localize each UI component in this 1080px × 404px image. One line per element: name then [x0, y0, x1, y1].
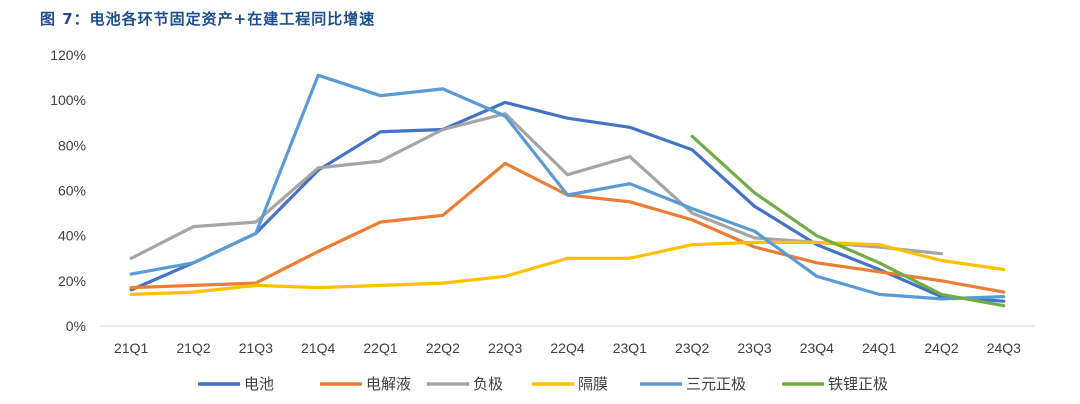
series-line [129, 100, 1006, 303]
x-tick-label: 23Q2 [675, 340, 709, 356]
legend-label: 电解液 [366, 375, 411, 393]
x-tick-label: 21Q3 [239, 340, 273, 356]
y-tick-label: 0% [66, 318, 86, 334]
x-tick-label: 24Q3 [987, 340, 1021, 356]
y-tick-label: 80% [58, 137, 86, 153]
x-tick-label: 23Q3 [737, 340, 771, 356]
chart-title: 图 7：电池各环节固定资产+在建工程同比增速 [40, 10, 376, 28]
x-tick-label: 22Q3 [488, 340, 522, 356]
series-line [129, 240, 1006, 296]
legend-label: 电池 [244, 375, 274, 393]
series-line [690, 134, 1006, 308]
x-tick-label: 23Q1 [613, 340, 647, 356]
series-line [129, 73, 1006, 301]
x-tick-label: 22Q1 [363, 340, 397, 356]
x-tick-label: 21Q2 [176, 340, 210, 356]
y-tick-label: 40% [58, 228, 86, 244]
x-tick-label: 22Q2 [426, 340, 460, 356]
x-tick-label: 22Q4 [550, 340, 584, 356]
y-tick-label: 60% [58, 183, 86, 199]
legend-label: 铁锂正极 [828, 375, 888, 393]
y-tick-label: 100% [50, 92, 86, 108]
y-tick-label: 20% [58, 273, 86, 289]
x-tick-label: 21Q4 [301, 340, 335, 356]
x-tick-label: 21Q1 [114, 340, 148, 356]
x-tick-label: 24Q2 [924, 340, 958, 356]
x-tick-label: 23Q4 [800, 340, 834, 356]
legend-label: 隔膜 [578, 375, 608, 393]
y-tick-label: 120% [50, 47, 86, 63]
legend-label: 三元正极 [686, 375, 746, 393]
legend-label: 负极 [473, 375, 503, 393]
x-tick-label: 24Q1 [862, 340, 896, 356]
